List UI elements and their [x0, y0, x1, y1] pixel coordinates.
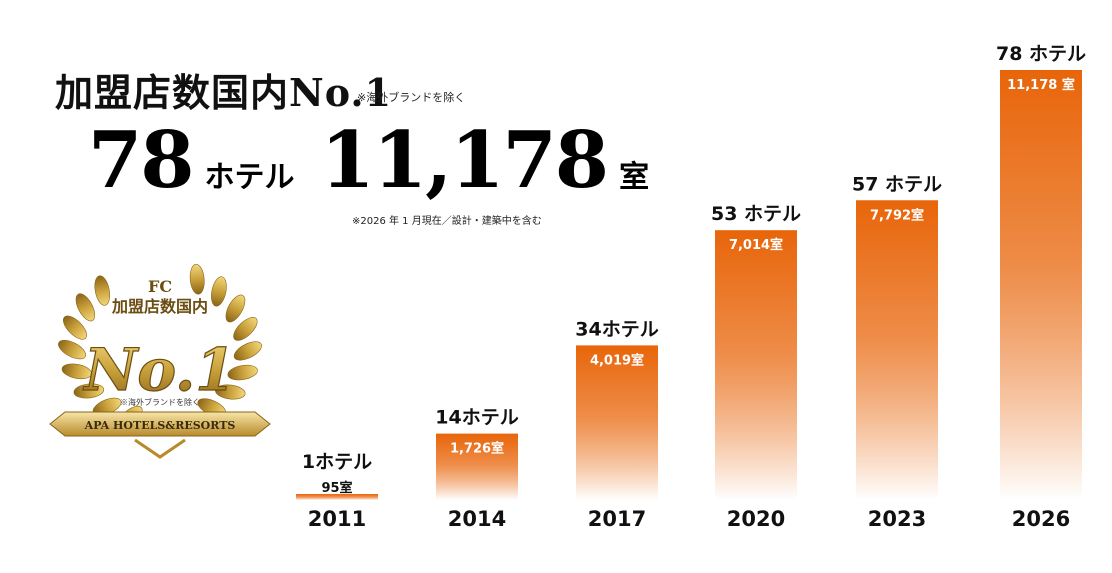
summary-row: 78 ホテル 11,178 室 — [88, 122, 649, 200]
bar-2017 — [576, 345, 658, 500]
year-tick-2020: 2020 — [727, 507, 785, 531]
hotel-label-2026: 78 ホテル — [996, 43, 1086, 65]
bar-2020 — [715, 230, 797, 500]
room-unit: 室 — [619, 160, 650, 195]
badge-cross-stems — [134, 438, 186, 459]
bar-2014 — [436, 433, 518, 500]
badge-category-text: 加盟店数国内 — [111, 297, 208, 316]
year-tick-2011: 2011 — [308, 507, 366, 531]
year-tick-2026: 2026 — [1012, 507, 1070, 531]
hotel-label-2014: 14ホテル — [435, 407, 518, 429]
hotel-unit: ホテル — [204, 160, 295, 195]
badge-note-text: ※海外ブランドを除く — [120, 397, 200, 407]
room-label-2023: 7,792室 — [870, 207, 924, 223]
hotel-label-2017: 34ホテル — [575, 318, 658, 340]
hotel-label-2020: 53 ホテル — [711, 203, 801, 225]
year-tick-2014: 2014 — [448, 507, 506, 531]
hotel-count: 78 — [88, 115, 195, 206]
hotel-label-2011: 1ホテル — [302, 451, 372, 473]
hotel-label-2023: 57 ホテル — [852, 173, 942, 195]
title-note: ※海外ブランドを除く — [357, 91, 466, 104]
no1-award-badge: FC 加盟店数国内 No.1 ※海外ブランドを除く APA HOTELS&RES… — [49, 263, 271, 459]
bar-2026 — [1000, 70, 1082, 500]
page-title: 加盟店数国内No.1 — [55, 70, 393, 115]
room-label-2011: 95室 — [321, 480, 352, 496]
date-note: ※2026 年 1 月現在／設計・建築中を含む — [352, 216, 542, 227]
room-count: 11,178 — [320, 115, 610, 206]
room-label-2020: 7,014室 — [729, 237, 783, 253]
bar-2011 — [296, 494, 378, 500]
year-tick-2017: 2017 — [588, 507, 646, 531]
badge-fc-text: FC — [148, 277, 172, 296]
room-label-2014: 1,726室 — [450, 441, 504, 457]
badge-ribbon — [49, 411, 271, 437]
badge-rank-text: No.1 — [82, 336, 235, 404]
room-label-2026: 11,178 室 — [1007, 77, 1075, 93]
bar-2023 — [856, 200, 938, 500]
badge-brand-text: APA HOTELS&RESORTS — [84, 419, 236, 432]
room-label-2017: 4,019室 — [590, 352, 644, 368]
year-tick-2023: 2023 — [868, 507, 926, 531]
